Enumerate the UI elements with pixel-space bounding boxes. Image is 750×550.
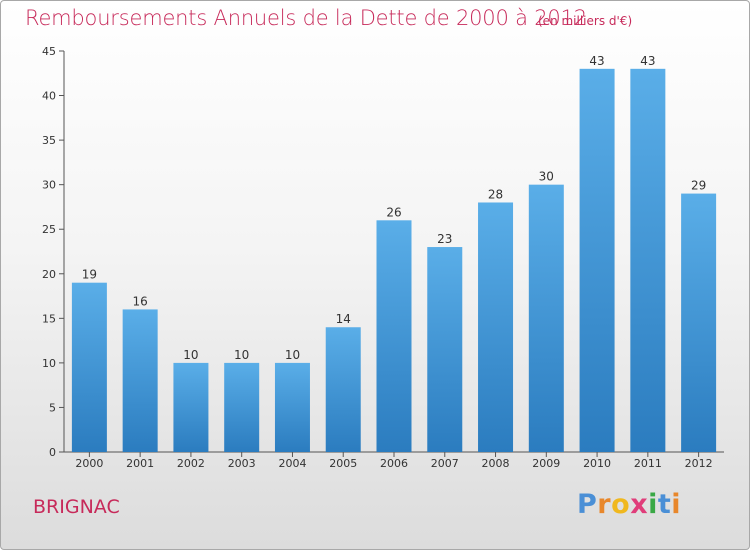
logo-letter: i bbox=[671, 489, 682, 520]
x-tick-label-2001: 2001 bbox=[126, 457, 154, 470]
chart-labels: 19 16 10 10 10 14 26 23 28 30 43 43 29 bbox=[82, 54, 707, 362]
logo-letter: x bbox=[630, 489, 649, 520]
x-tick-label-2011: 2011 bbox=[634, 457, 662, 470]
bar-2003 bbox=[224, 362, 260, 452]
data-label-2010: 43 bbox=[589, 54, 604, 68]
y-tick-label: 25 bbox=[42, 223, 56, 236]
bar-2008 bbox=[478, 202, 514, 452]
bar-2009 bbox=[528, 184, 564, 452]
bar-2010 bbox=[579, 68, 615, 453]
data-label-2006: 26 bbox=[386, 205, 401, 219]
x-tick-label-2008: 2008 bbox=[482, 457, 510, 470]
chart-axes: 0 5 10 15 20 25 30 35 40 45 2000 2001 2002 2003 2004 20… bbox=[42, 45, 724, 470]
bar-2000 bbox=[71, 282, 107, 452]
x-tick-label-2010: 2010 bbox=[583, 457, 611, 470]
y-tick-label: 45 bbox=[42, 45, 56, 58]
y-tick-label: 5 bbox=[49, 401, 56, 414]
bar-2011 bbox=[630, 68, 666, 453]
data-label-2007: 23 bbox=[437, 232, 452, 246]
chart-subtitle: (en milliers d'€) bbox=[538, 14, 633, 28]
y-tick-label: 15 bbox=[42, 312, 56, 325]
chart-title: Remboursements Annuels de la Dette de 20… bbox=[25, 6, 587, 30]
data-label-2011: 43 bbox=[640, 54, 655, 68]
bar-2004 bbox=[274, 362, 310, 452]
bar-2001 bbox=[122, 309, 158, 452]
logo-letter: i bbox=[648, 489, 658, 520]
x-tick-label-2000: 2000 bbox=[75, 457, 103, 470]
y-tick-label: 10 bbox=[42, 357, 56, 370]
y-tick-label: 30 bbox=[42, 179, 56, 192]
y-tick-label: 20 bbox=[42, 268, 56, 281]
bar-2006 bbox=[376, 220, 412, 452]
x-tick-label-2007: 2007 bbox=[431, 457, 459, 470]
data-label-2004: 10 bbox=[285, 348, 300, 362]
data-label-2009: 30 bbox=[539, 170, 554, 184]
data-label-2005: 14 bbox=[336, 312, 351, 326]
x-tick-label-2003: 2003 bbox=[228, 457, 256, 470]
bar-2005 bbox=[325, 327, 361, 452]
y-tick-label: 40 bbox=[42, 90, 56, 103]
y-tick-label: 0 bbox=[49, 446, 56, 459]
logo-letter: r bbox=[597, 489, 612, 520]
x-tick-label-2009: 2009 bbox=[532, 457, 560, 470]
x-tick-label-2005: 2005 bbox=[329, 457, 357, 470]
data-label-2000: 19 bbox=[82, 268, 97, 282]
logo-letter: P bbox=[577, 489, 598, 520]
data-label-2012: 29 bbox=[691, 179, 706, 193]
y-tick-label: 35 bbox=[42, 134, 56, 147]
bar-2012 bbox=[681, 193, 717, 453]
x-tick-label-2002: 2002 bbox=[177, 457, 205, 470]
place-name: BRIGNAC bbox=[33, 496, 120, 518]
data-label-2003: 10 bbox=[234, 348, 249, 362]
bar-2007 bbox=[427, 247, 463, 452]
logo-letter: o bbox=[611, 489, 631, 520]
logo-letter: t bbox=[657, 489, 672, 520]
bar-chart: 0 5 10 15 20 25 30 35 40 45 2000 2001 2002 2003 2004 20… bbox=[42, 45, 724, 470]
x-tick-label-2006: 2006 bbox=[380, 457, 408, 470]
chart-bars bbox=[71, 68, 717, 453]
proxiti-logo[interactable]: Proxiti bbox=[577, 489, 681, 520]
data-label-2001: 16 bbox=[133, 294, 148, 308]
data-label-2008: 28 bbox=[488, 187, 503, 201]
x-tick-label-2004: 2004 bbox=[278, 457, 306, 470]
data-label-2002: 10 bbox=[183, 348, 198, 362]
bar-2002 bbox=[173, 362, 209, 452]
x-tick-label-2012: 2012 bbox=[685, 457, 713, 470]
